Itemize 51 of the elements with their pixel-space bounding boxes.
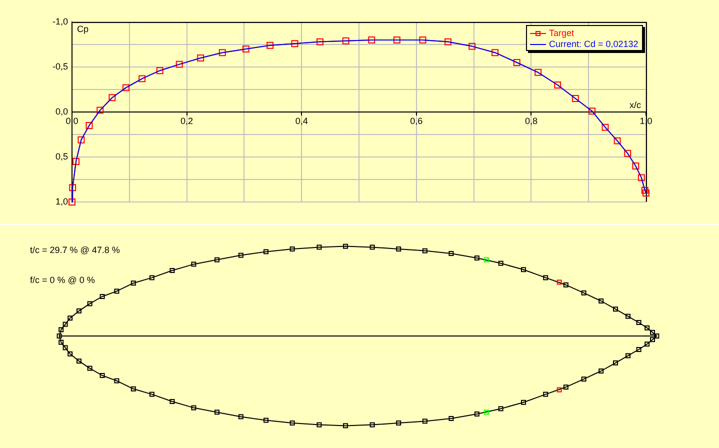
point (78, 136, 85, 144)
x-tick-label: 0,8 (524, 116, 538, 126)
point (468, 42, 476, 50)
x-axis-title: x/c (629, 100, 642, 110)
y-tick-label: -0,5 (52, 61, 68, 72)
point (108, 94, 116, 102)
point (638, 174, 645, 182)
point (69, 184, 76, 192)
x-tick-label: 0,6 (410, 116, 423, 126)
point (156, 67, 164, 74)
y-axis-title: Cp (77, 24, 89, 34)
point (266, 42, 274, 49)
y-tick-label: -1,0 (52, 16, 68, 26)
point (122, 84, 130, 92)
point (197, 54, 204, 62)
point (368, 36, 376, 44)
legend-label: Current: Cd = 0,02132 (549, 38, 638, 49)
x-tick-label: 0,2 (180, 116, 194, 126)
point (572, 95, 579, 102)
point (72, 158, 80, 165)
point (242, 46, 250, 52)
point (419, 36, 426, 44)
point (96, 106, 104, 114)
point (641, 186, 648, 194)
point (513, 59, 520, 66)
y-tick-label: 0,5 (55, 151, 68, 162)
point (316, 38, 324, 46)
text: f/c = 0 % @ 0 % (30, 275, 95, 286)
point (642, 190, 650, 196)
point (218, 49, 226, 56)
text: t/c = 29.7 % @ 47.8 % (30, 245, 120, 256)
legend-label: Target (549, 28, 575, 38)
point (554, 82, 562, 88)
point (86, 122, 93, 129)
point (176, 60, 183, 68)
point (632, 162, 640, 170)
y-tick-label: 1,0 (55, 196, 68, 206)
point (393, 36, 400, 44)
point (291, 40, 298, 48)
point (492, 49, 499, 56)
point (138, 75, 146, 82)
x-tick-label: 0,4 (295, 116, 308, 126)
point (614, 137, 621, 144)
point (68, 198, 76, 206)
point (342, 37, 350, 44)
point (588, 108, 596, 115)
point (534, 68, 542, 76)
point (602, 124, 609, 131)
point (624, 150, 632, 157)
point (444, 38, 452, 46)
y-tick-label: 0,0 (55, 106, 68, 116)
